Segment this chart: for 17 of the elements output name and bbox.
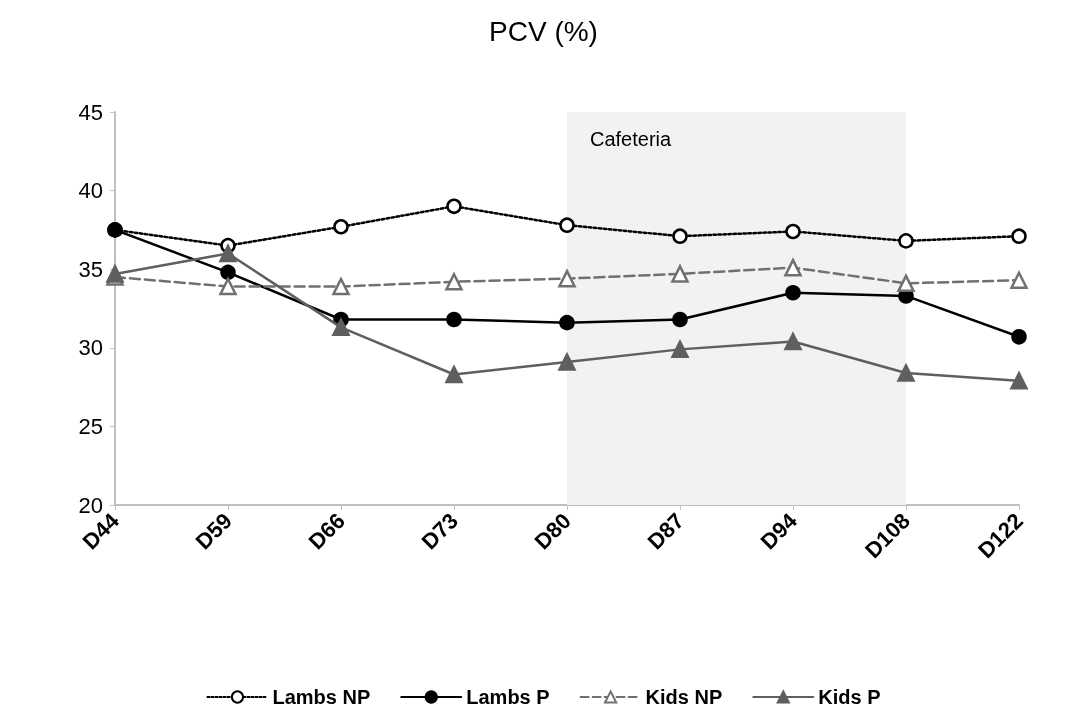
legend-label: Lambs P <box>466 686 550 708</box>
x-tick-label: D59 <box>190 508 237 555</box>
y-tick-label: 30 <box>78 335 103 361</box>
y-tick-label: 40 <box>78 178 103 204</box>
chart-title: PCV (%) <box>489 15 598 47</box>
legend-label: Kids P <box>818 686 881 708</box>
x-tick-label: D94 <box>755 507 803 555</box>
x-tick-label: D66 <box>303 508 350 555</box>
y-tick-label: 35 <box>78 256 103 282</box>
band-label: Cafeteria <box>590 128 673 150</box>
x-tick-label: D80 <box>529 508 576 555</box>
x-tick-label: D73 <box>416 508 463 555</box>
y-tick-label: 25 <box>78 413 103 439</box>
y-tick-label: 45 <box>78 99 103 125</box>
legend-label: Lambs NP <box>272 686 371 708</box>
legend-label: Kids NP <box>645 686 723 708</box>
y-tick-label: 20 <box>78 492 103 518</box>
